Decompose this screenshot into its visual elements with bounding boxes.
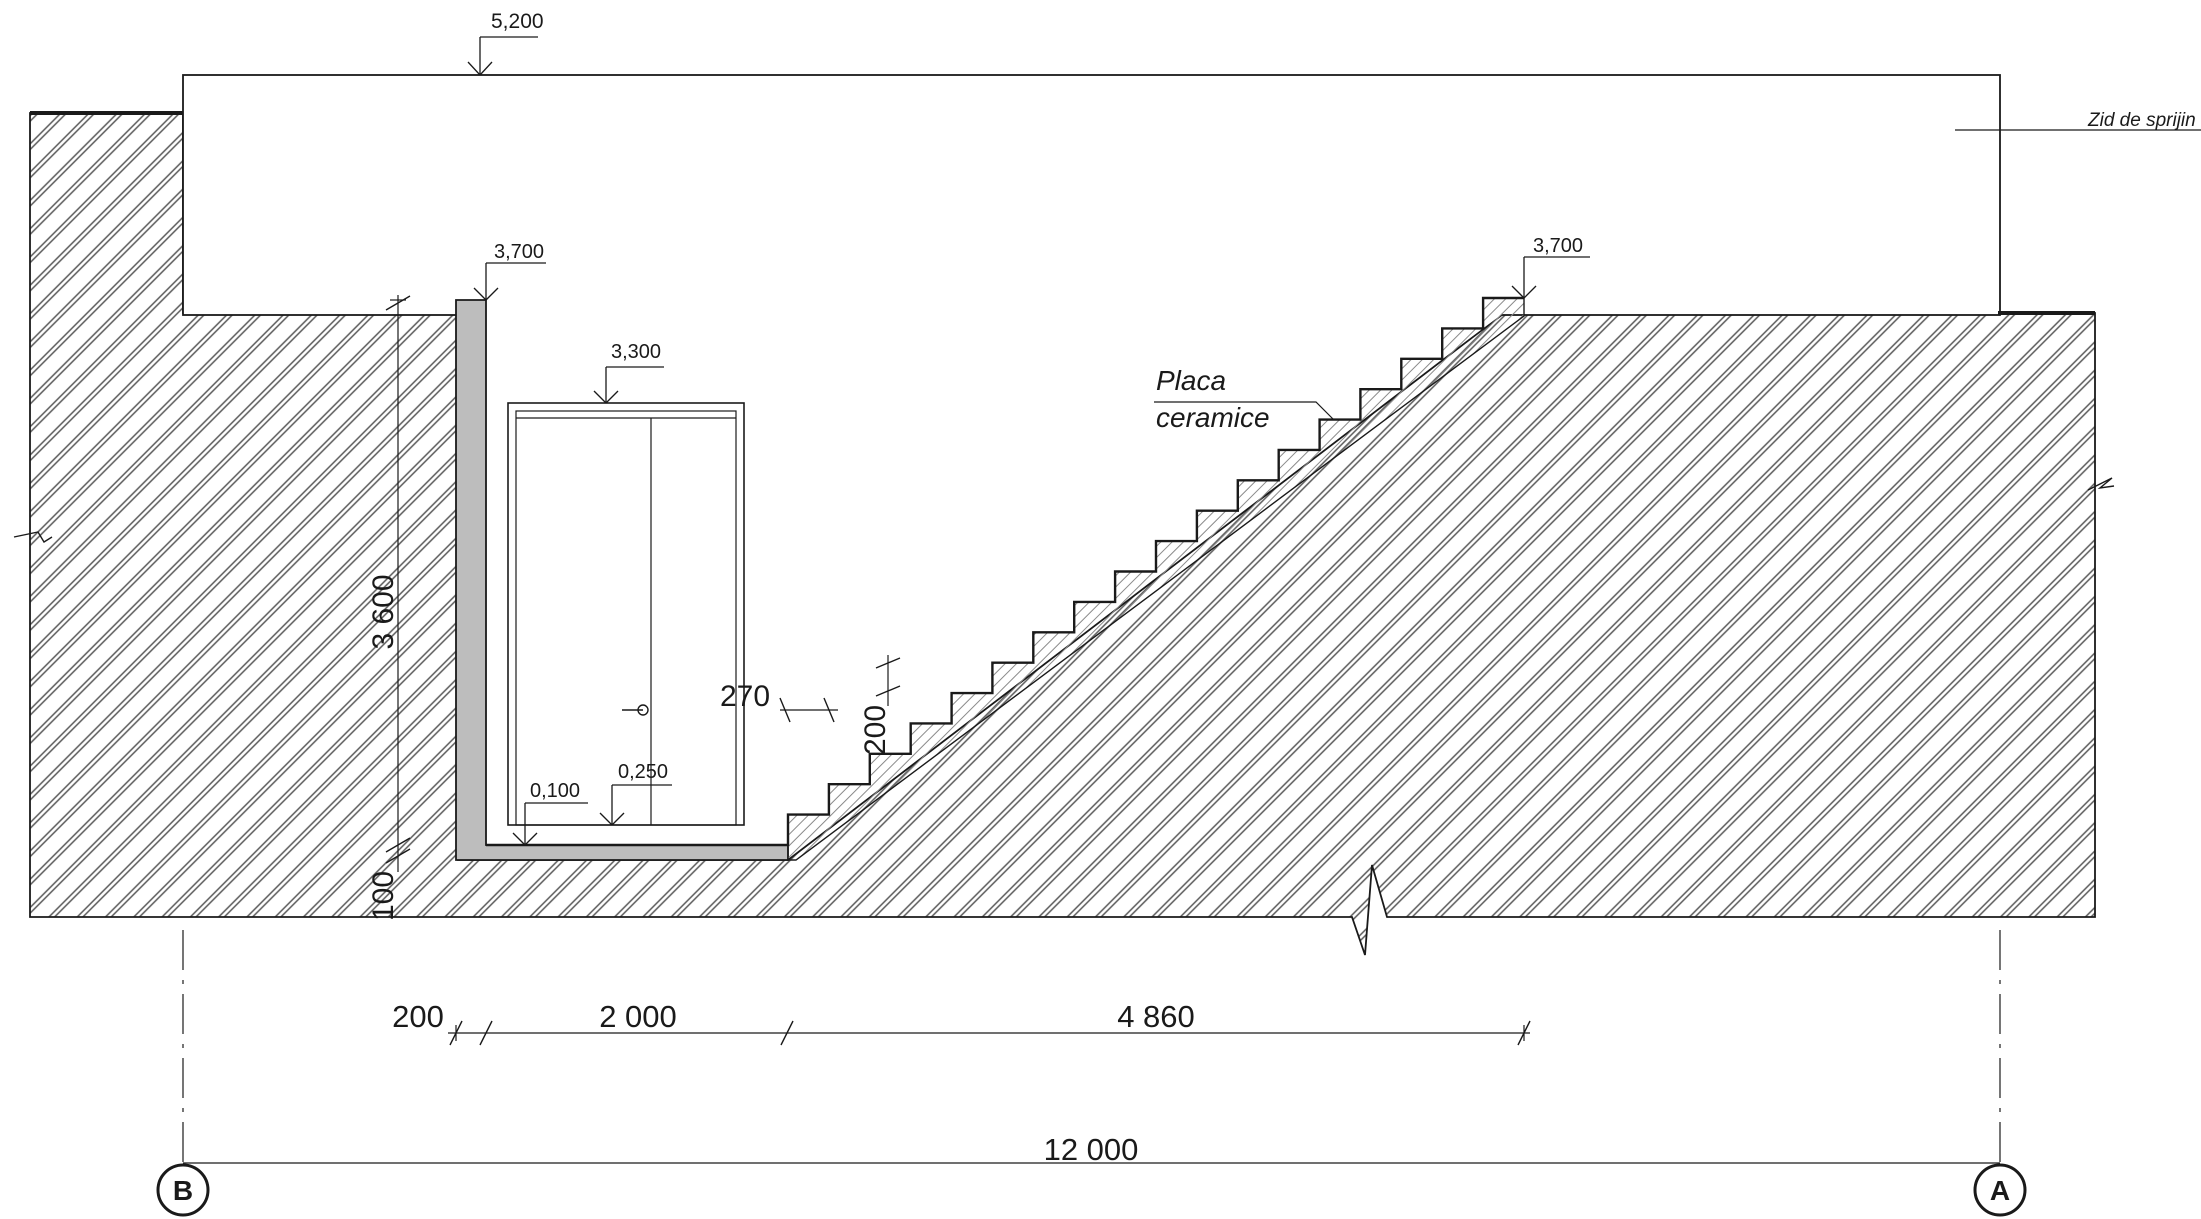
level-marker-floor-left: 0,100	[512, 780, 588, 846]
tile-callout: Placa ceramice	[1154, 365, 1335, 433]
dimension-slab-label: 100	[367, 871, 400, 921]
level-right-top-label: 3,700	[1533, 235, 1583, 257]
level-marker-right-top: 3,700	[1511, 235, 1590, 299]
dimension-stair-run-label: 4 860	[1117, 999, 1195, 1034]
retaining-wall-callout: Zid de sprijin	[1955, 110, 2201, 131]
tile-label-line2: ceramice	[1156, 402, 1270, 433]
level-floor-left-label: 0,100	[530, 780, 580, 802]
dimension-overall-label: 12 000	[1044, 1132, 1139, 1167]
tile-label-line1: Placa	[1156, 365, 1226, 396]
break-mark-left	[13, 531, 53, 543]
level-top-label: 5,200	[491, 10, 544, 33]
axis-a-marker	[1973, 1163, 2027, 1217]
retaining-wall-label: Zid de sprijin	[2087, 110, 2196, 131]
level-floor-mid-label: 0,250	[618, 761, 668, 783]
step-dimensions: 270 200	[720, 655, 901, 755]
retaining-wall-outline	[182, 74, 2001, 316]
stair-profile	[486, 296, 1524, 847]
grid-axes: 12 000 B A	[156, 930, 2027, 1217]
dimension-height-label: 3 600	[367, 574, 400, 649]
dimension-tread-label: 270	[720, 680, 770, 713]
axis-a-label: A	[1990, 1175, 2010, 1206]
pit-void	[486, 298, 1524, 845]
break-mark-right	[2087, 477, 2115, 491]
level-marker-left-top: 3,700	[473, 241, 546, 301]
horizontal-dimension-chain: 200 2 000 4 860	[392, 999, 1531, 1046]
level-marker-top: 5,200	[467, 10, 544, 76]
axis-b-marker	[156, 1163, 210, 1217]
level-left-top-label: 3,700	[494, 241, 544, 263]
axis-b-label: B	[173, 1175, 193, 1206]
vertical-dimension: 3 600 100	[367, 295, 411, 921]
level-door-head-label: 3,300	[611, 341, 661, 363]
door	[507, 402, 745, 826]
dimension-riser-label: 200	[859, 705, 892, 755]
level-marker-door-head: 3,300	[593, 341, 664, 404]
dimension-wall-label: 200	[392, 999, 444, 1034]
dimension-landing-label: 2 000	[599, 999, 677, 1034]
level-marker-floor-mid: 0,250	[599, 761, 672, 826]
